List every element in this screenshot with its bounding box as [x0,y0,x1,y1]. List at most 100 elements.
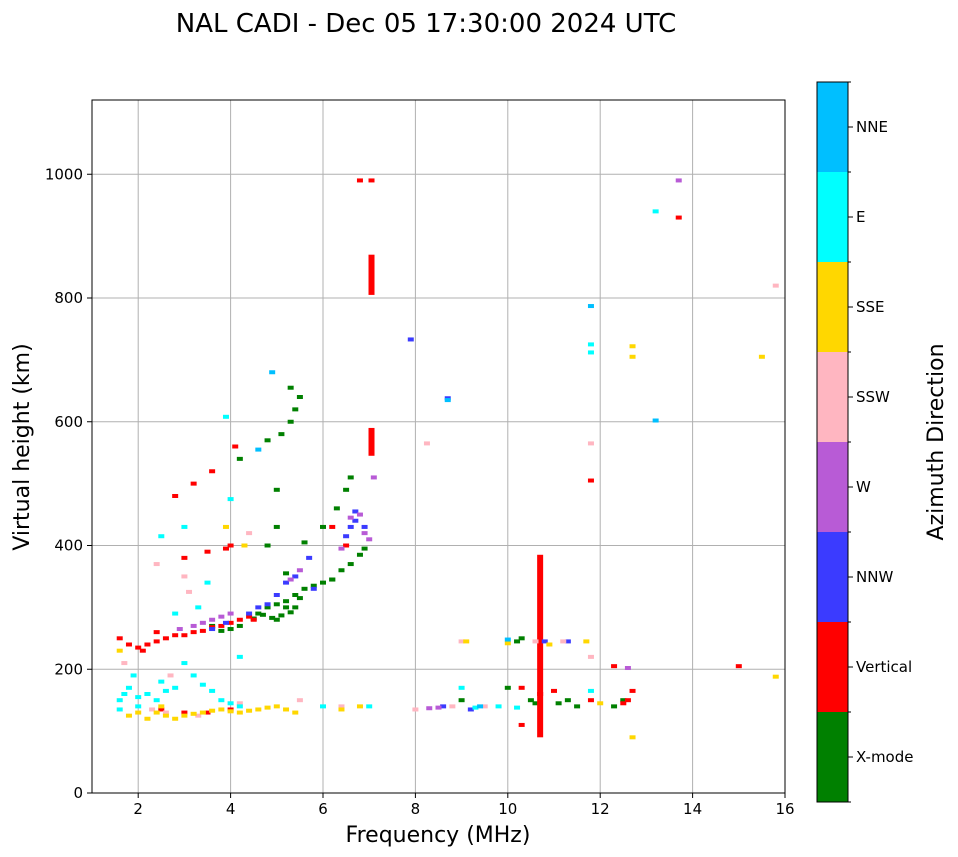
data-point [158,704,165,709]
data-point [347,475,354,480]
data-point [190,481,197,486]
data-point [172,494,179,498]
data-point [149,707,156,712]
data-point [273,487,280,492]
data-point [222,546,229,551]
data-point [518,722,525,727]
data-point [772,283,779,288]
x-tick-label: 8 [411,800,421,818]
data-point [735,664,742,669]
data-point [255,707,262,712]
data-point [125,713,132,718]
data-point [587,478,594,483]
data-point [273,617,280,622]
data-point [209,708,216,713]
data-point [232,444,239,449]
y-tick-label: 600 [54,413,83,431]
data-point [153,562,160,567]
data-point [135,704,142,709]
data-point [292,605,299,610]
data-point [167,673,174,678]
data-point [218,623,225,628]
data-point [195,713,202,718]
data-bar [537,554,544,738]
data-point [121,661,128,666]
data-point [222,414,229,419]
data-point [564,639,571,644]
data-point [125,685,132,690]
plot-frame [91,99,786,794]
data-point [287,419,294,424]
data-point [629,354,636,359]
x-tick-label: 12 [591,800,610,818]
x-tick-label: 6 [318,800,328,818]
data-point [273,593,280,597]
data-point [264,705,271,710]
series-x-mode [209,385,627,709]
data-point [236,617,243,622]
data-point [504,641,511,646]
data-point [458,685,465,690]
data-point [611,664,618,669]
data-point [423,441,430,446]
data-point [204,710,211,715]
data-point [264,602,271,607]
data-point [551,688,557,693]
data-point [135,695,142,700]
data-point [172,716,179,721]
data-point [158,707,165,712]
data-point [514,705,521,710]
data-point [546,642,553,647]
data-point [153,630,160,635]
data-point [361,546,368,551]
y-tick-label: 200 [54,660,83,678]
data-point [504,637,511,642]
colorbar-segment [817,442,848,532]
data-point [407,337,414,342]
series-w [176,178,682,711]
data-point [283,707,290,712]
colorbar-segment [817,352,848,442]
data-point [269,615,276,620]
data-point [283,571,290,576]
data-point [227,611,234,616]
data-point [352,518,359,523]
data-point [181,633,188,638]
data-point [333,506,340,511]
data-bar [368,254,375,295]
data-point [246,611,253,616]
data-point [144,692,151,696]
data-point [273,704,280,709]
data-point [186,589,193,594]
data-point [343,487,350,492]
data-point [356,704,363,709]
data-point [273,602,280,607]
grid-lines [92,100,786,794]
data-point [236,623,243,628]
data-point [116,698,123,703]
data-point [426,706,433,711]
data-point [518,685,525,690]
data-point [236,710,243,715]
data-point [227,543,234,548]
data-point [611,704,618,709]
data-point [227,620,234,625]
data-point [481,704,488,709]
data-point [343,534,350,539]
data-point [135,710,142,715]
data-point [209,688,216,693]
data-point [296,395,303,399]
colorbar-segment [817,262,848,352]
data-point [218,698,225,703]
data-point [338,707,345,712]
data-point [292,407,299,412]
colorbar-tick-label: NNW [856,568,893,586]
data-point [278,613,285,618]
data-point [162,713,169,718]
data-point [652,418,659,423]
data-point [264,543,271,548]
data-point [301,586,308,591]
data-point [472,705,479,710]
data-point [306,555,313,560]
